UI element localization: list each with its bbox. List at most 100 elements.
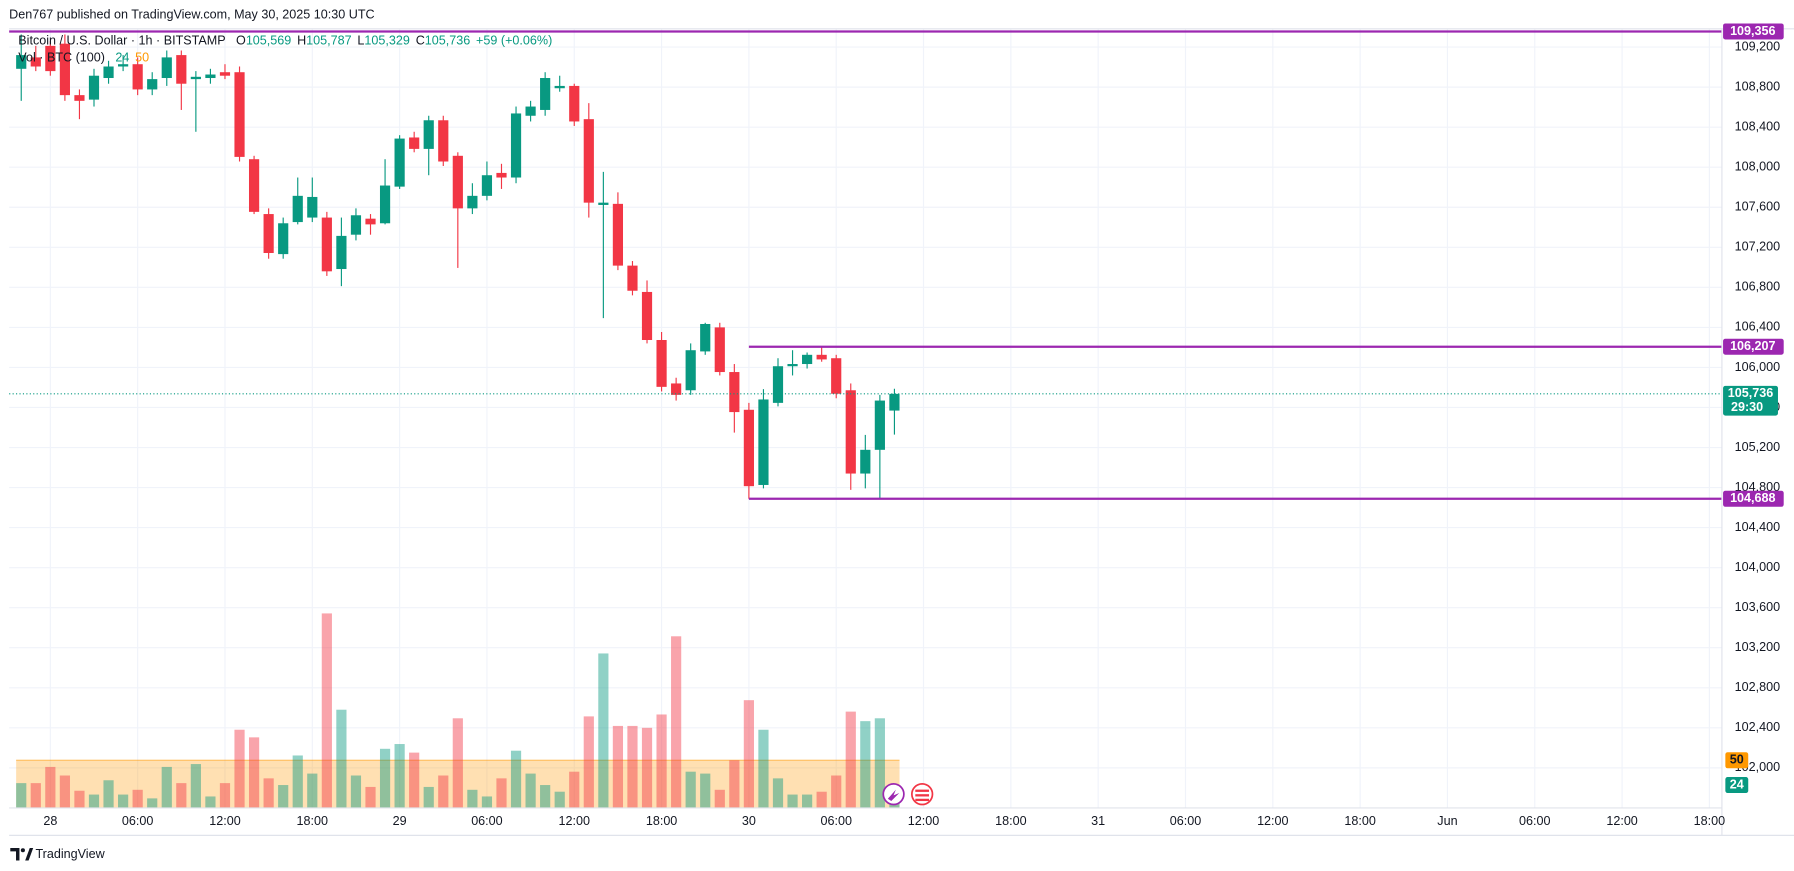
symbol-title: Bitcoin / U.S. Dollar · 1h · BITSTAMP	[18, 34, 225, 48]
x-tick-label: 06:00	[122, 814, 153, 828]
candle-body	[802, 354, 813, 365]
x-tick-label: 31	[1091, 814, 1105, 828]
low-prefix: L	[357, 34, 364, 48]
level-tag-label: 109,356	[1730, 24, 1775, 38]
events-icon-stripe	[915, 798, 930, 802]
y-tick-label: 108,000	[1735, 160, 1780, 174]
volume-bar	[496, 778, 507, 808]
candle-body	[540, 78, 551, 110]
candle-body	[831, 358, 842, 394]
x-tick-label: 28	[43, 814, 57, 828]
candle-body	[641, 291, 653, 341]
volume-bar	[569, 771, 580, 808]
candle-body	[598, 202, 609, 205]
events-icon[interactable]	[911, 783, 934, 806]
close-prefix: C	[416, 34, 425, 48]
candle-body	[365, 218, 376, 225]
y-tick-label: 108,800	[1735, 79, 1780, 93]
candle-body	[219, 72, 231, 76]
level-tag-label: 104,688	[1730, 491, 1775, 505]
volume-bar	[467, 789, 478, 808]
volume-bar	[30, 783, 41, 808]
candle-body	[627, 265, 638, 291]
candle-body	[743, 409, 754, 487]
y-tick-label: 106,000	[1735, 360, 1780, 374]
change-percent: (+0.06%)	[501, 34, 552, 48]
x-tick-label: 18:00	[995, 814, 1026, 828]
volume-bar	[452, 718, 463, 808]
open-prefix: O	[236, 34, 246, 48]
candle-body	[45, 45, 56, 72]
candle-body	[132, 64, 143, 90]
y-tick-label: 106,400	[1735, 320, 1780, 334]
candle-body	[394, 138, 405, 187]
y-tick-label: 106,800	[1735, 280, 1780, 294]
last-price-label: 105,736	[1728, 386, 1773, 400]
open-value: 105,569	[246, 34, 291, 48]
x-tick-label: 12:00	[908, 814, 939, 828]
candle-body	[729, 372, 740, 413]
volume-bar	[700, 773, 711, 808]
volume-last: 24	[115, 51, 129, 65]
brand-logo-dot	[20, 848, 25, 853]
candle-body	[612, 203, 624, 266]
volume-bar	[74, 790, 85, 808]
y-tick-label: 104,800	[1735, 480, 1780, 494]
volume-pane	[16, 613, 900, 808]
events-icon-stripe	[915, 794, 930, 797]
volume-bar	[321, 613, 332, 808]
candle-body	[423, 120, 434, 149]
volume-bar	[874, 718, 885, 808]
volume-bar	[350, 775, 362, 808]
chart-icons	[882, 783, 934, 806]
candle-body	[409, 137, 420, 149]
candle-body	[321, 217, 332, 272]
volume-bar	[103, 780, 114, 808]
level-tag	[1723, 338, 1784, 355]
volume-bar	[554, 791, 565, 808]
volume-bar	[307, 773, 318, 808]
symbol-legend: Bitcoin / U.S. Dollar · 1h · BITSTAMP O1…	[18, 34, 552, 48]
x-tick-label: 06:00	[1170, 814, 1201, 828]
volume-bar	[860, 721, 871, 808]
x-tick-label: Jun	[1437, 814, 1457, 828]
volume-bar	[118, 794, 129, 808]
close-value: 105,736	[425, 34, 470, 48]
volume-bar	[423, 786, 434, 808]
candle-body	[336, 235, 347, 270]
y-tick-label: 107,200	[1735, 240, 1780, 254]
volume-bar	[525, 773, 536, 808]
brand-name: TradingView	[35, 847, 105, 861]
volume-bar	[481, 796, 493, 808]
volume-bar	[743, 700, 754, 808]
volume-ma-tag	[1725, 752, 1749, 769]
volume-bar	[845, 711, 856, 808]
y-tick-label: 104,400	[1735, 520, 1780, 534]
candle-body	[278, 223, 289, 255]
x-tick-label: 30	[742, 814, 756, 828]
axes: 28 06:00 12:00 18:00 29 06:00 12:00 18:00 30 06:0…	[43, 23, 1784, 828]
volume-bar	[59, 775, 70, 808]
candle-body	[496, 172, 507, 178]
high-value: 105,787	[306, 34, 351, 48]
volume-bar	[394, 744, 405, 808]
volume-bar	[641, 727, 653, 808]
volume-bar	[510, 750, 522, 808]
volume-bar	[772, 778, 784, 808]
x-tick-label: 18:00	[1694, 814, 1725, 828]
y-tick-label: 103,200	[1735, 640, 1780, 654]
candle-body	[874, 400, 885, 450]
volume-bar	[758, 729, 769, 808]
volume-bar	[612, 725, 624, 808]
volume-bar	[176, 783, 187, 808]
candle-body	[350, 215, 362, 235]
candle-body	[772, 366, 784, 403]
volume-bar	[714, 789, 725, 808]
candle-body	[481, 175, 493, 196]
x-tick-label: 06:00	[1519, 814, 1550, 828]
y-tick-label: 108,400	[1735, 119, 1780, 133]
volume-bar	[583, 716, 594, 808]
volume-bar	[598, 653, 609, 808]
candle-body	[787, 364, 798, 367]
volume-bar	[219, 783, 231, 808]
